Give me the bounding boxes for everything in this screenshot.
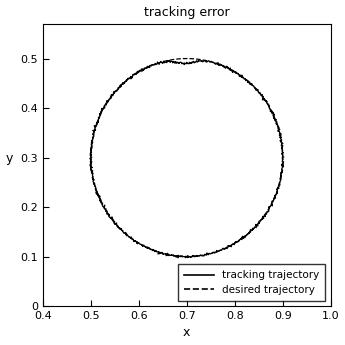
X-axis label: x: x	[183, 326, 190, 339]
Y-axis label: y: y	[6, 152, 13, 165]
Title: tracking error: tracking error	[144, 6, 230, 19]
Legend: tracking trajectory, desired trajectory: tracking trajectory, desired trajectory	[178, 264, 325, 301]
